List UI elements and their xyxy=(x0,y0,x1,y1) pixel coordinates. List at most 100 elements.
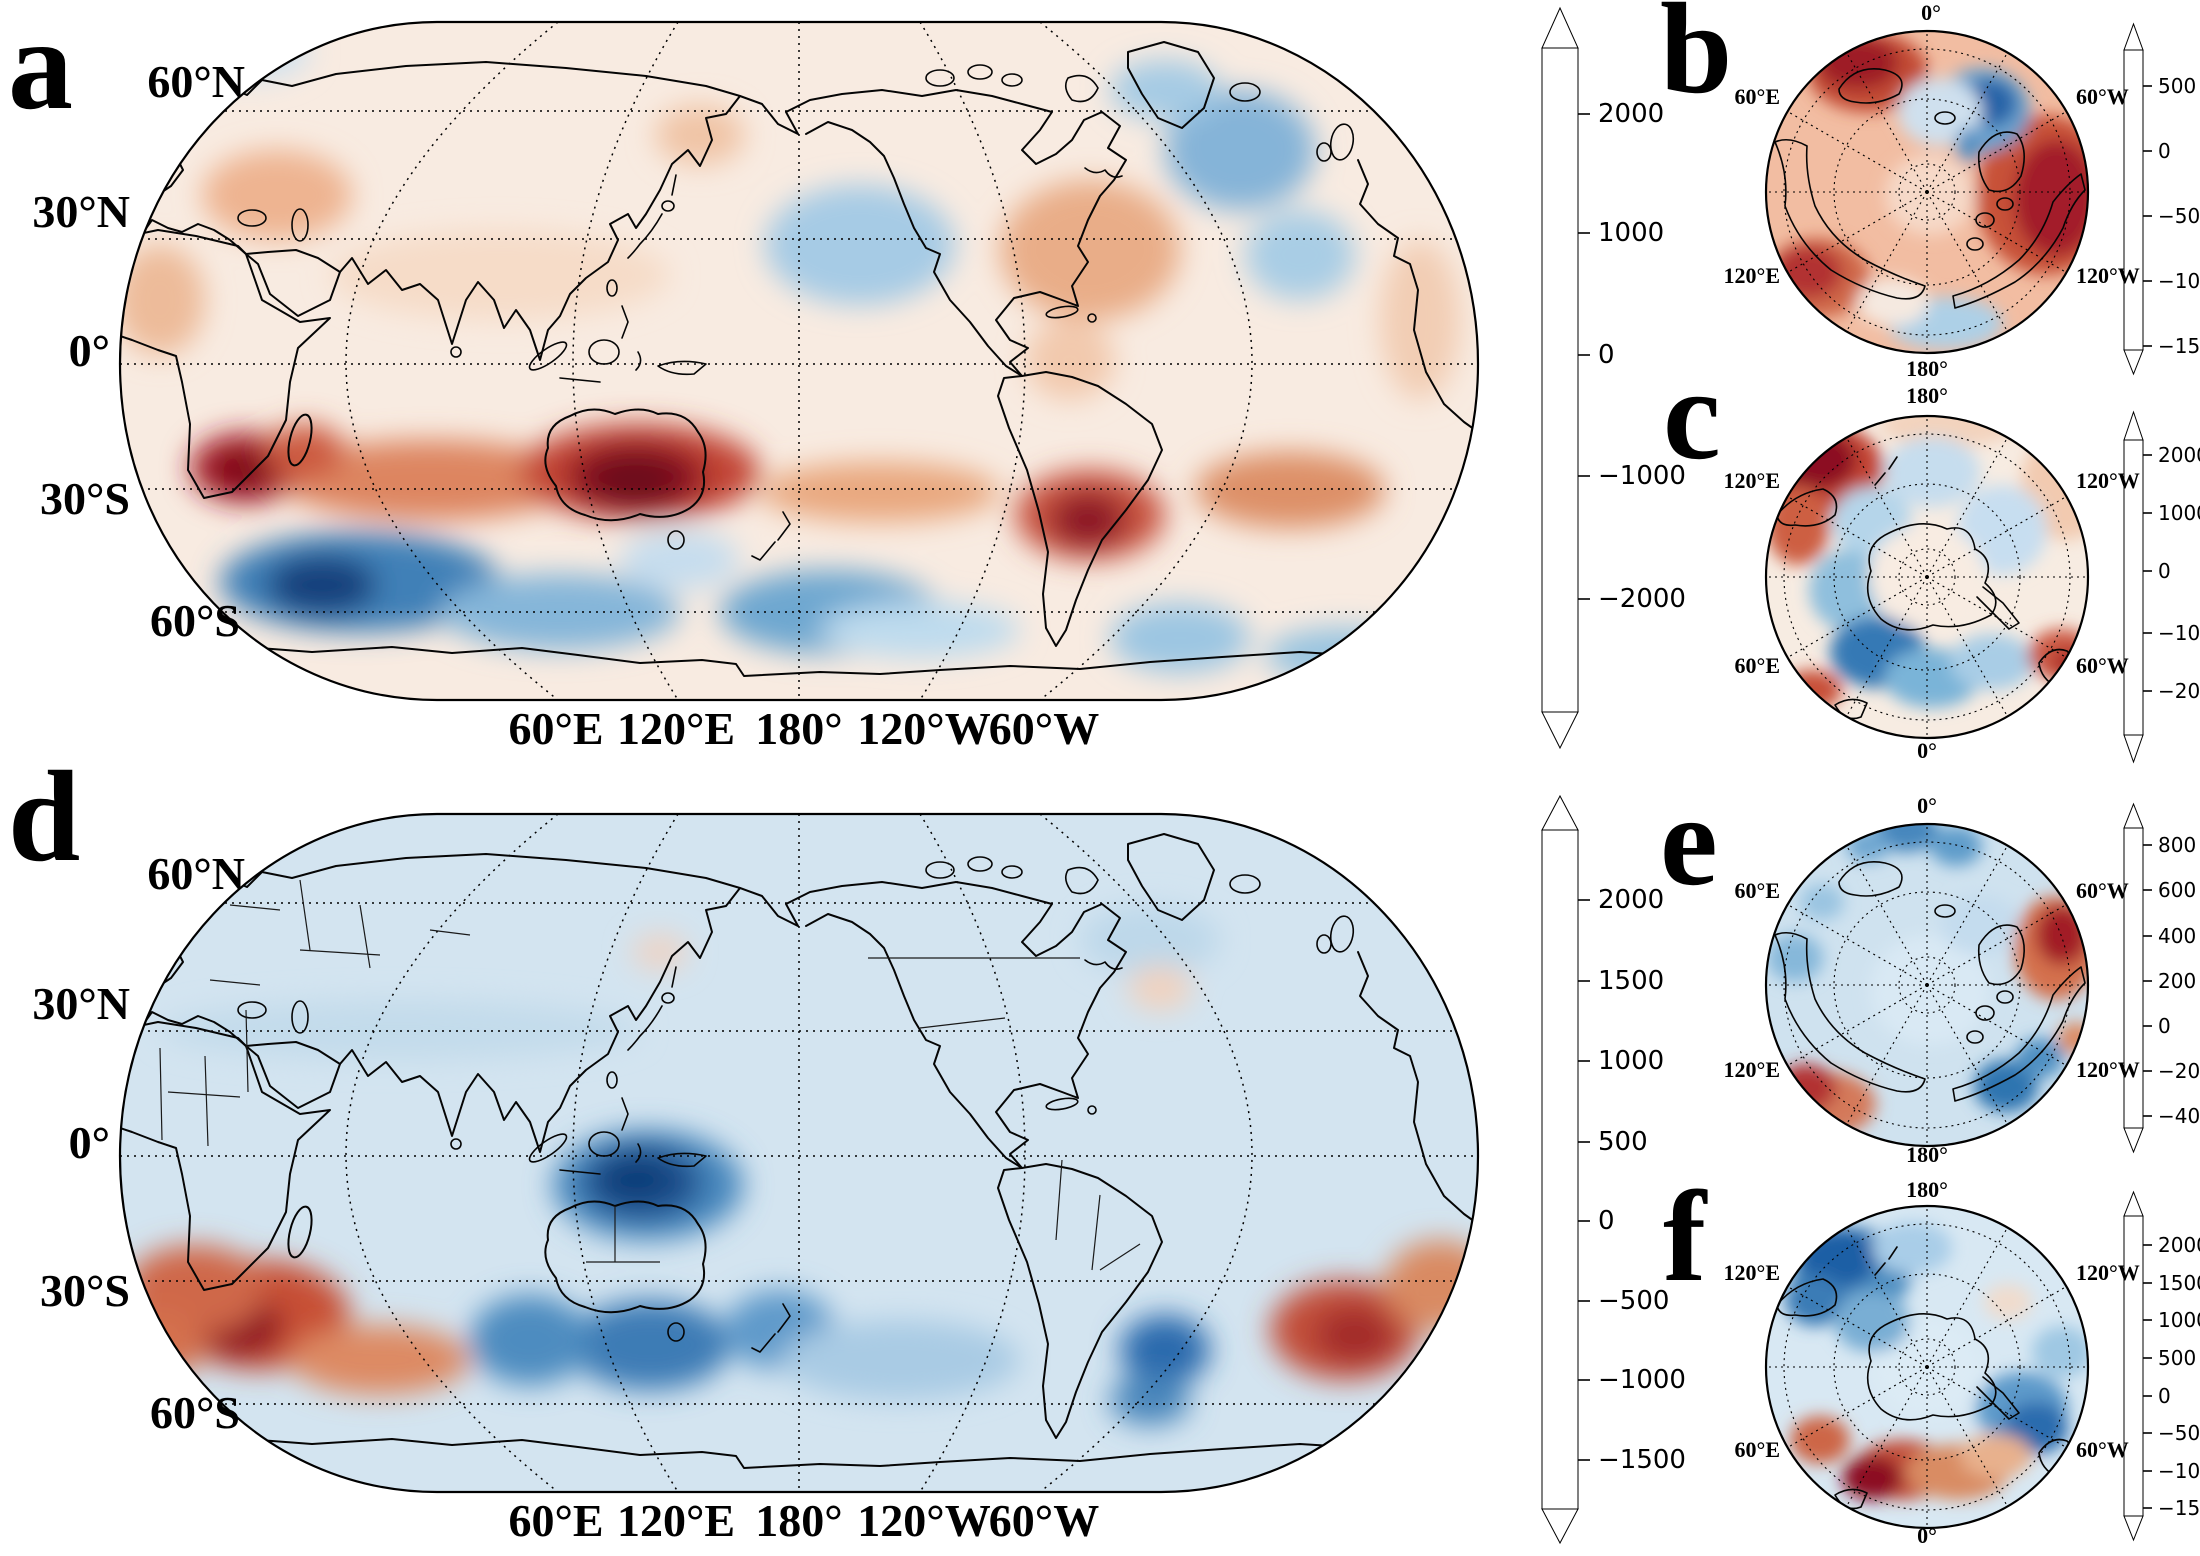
lon-label: 120°E xyxy=(617,1495,735,1546)
colorbar-tick-label: −1500 xyxy=(2158,1496,2200,1520)
colorbar-arrow-up xyxy=(2123,22,2144,51)
panel-e: e 0° 60°E 60°W 120°E 120°W 180° 800 600 … xyxy=(1660,769,2200,1167)
colorbar-tick-label: −1000 xyxy=(2158,269,2200,293)
colorbar-tick-label: 500 xyxy=(1598,1127,1648,1157)
lon-label: 180° xyxy=(1906,1177,1948,1202)
lon-label: 180° xyxy=(1906,356,1948,381)
lat-label: 0° xyxy=(69,1117,110,1168)
map-outline xyxy=(1764,414,2090,740)
colorbar-c: 2000 1000 0 −1000 −2000 xyxy=(2123,410,2200,764)
lon-label: 60°E xyxy=(508,1495,603,1546)
panel-label-e: e xyxy=(1660,769,1718,913)
colorbar-tick-label: 1500 xyxy=(1598,966,1664,996)
lon-label: 60°E xyxy=(1735,878,1780,903)
colorbar-tick-label: −400 xyxy=(2158,1104,2200,1128)
colorbar-tick-label: 500 xyxy=(2158,74,2196,98)
lon-label: 120°W xyxy=(857,703,990,754)
panel-c: c 180° 120°E 120°W 60°E 60°W 0° 2000 100… xyxy=(1663,343,2200,764)
longitude-labels: 60°E 120°E 180° 120°W 60°W xyxy=(508,703,1099,754)
lon-label: 120°W xyxy=(2076,1260,2140,1285)
lon-label: 120°E xyxy=(1724,1260,1780,1285)
lat-label: 0° xyxy=(69,325,110,376)
colorbar-tick-label: −1000 xyxy=(2158,1459,2200,1483)
panel-label-c: c xyxy=(1663,343,1721,487)
colorbar-arrow-up xyxy=(2123,802,2144,829)
colorbar-b: 500 0 −500 −1000 −1500 xyxy=(2123,22,2200,376)
colorbar-tick-label: −1000 xyxy=(2158,621,2200,645)
colorbar-e: 800 600 400 200 0 −200 −400 xyxy=(2123,802,2200,1154)
colorbar-gradient xyxy=(1541,47,1579,713)
latitude-labels: 60°N 30°N 0° 30°S 60°S xyxy=(32,848,245,1438)
colorbar-tick-label: 1000 xyxy=(2158,1308,2200,1332)
latitude-labels: 60°N 30°N 0° 30°S 60°S xyxy=(32,56,245,646)
lon-label: 0° xyxy=(1917,1523,1937,1548)
lon-label: 180° xyxy=(755,1495,842,1546)
lon-label: 120°W xyxy=(2076,1057,2140,1082)
panel-f: f 180° 120°E 120°W 60°E 60°W 0° 2000 150… xyxy=(1663,1165,2200,1548)
colorbar-tick-label: 2000 xyxy=(2158,1233,2200,1257)
colorbar-tick-label: 400 xyxy=(2158,924,2196,948)
lon-label: 60°W xyxy=(989,1495,1099,1546)
map-outline xyxy=(1764,1204,2090,1530)
colorbar-ticks xyxy=(2143,1244,2152,1509)
colorbar-tick-label: 1000 xyxy=(1598,218,1664,248)
panel-label-b: b xyxy=(1660,0,1732,121)
lon-label: 120°W xyxy=(2076,263,2140,288)
colorbar-tick-label: −1000 xyxy=(1598,1365,1686,1395)
panel-d: d 60°N 30°N 0° 30°S 60°S 60°E 120°E 180°… xyxy=(8,745,1686,1546)
colorbar-arrow-up xyxy=(1541,794,1579,831)
colorbar-ticks xyxy=(2143,844,2152,1117)
colorbar-tick-label: 800 xyxy=(2158,833,2196,857)
colorbar-tick-label: 0 xyxy=(1598,340,1615,370)
lon-label: 60°W xyxy=(2076,878,2129,903)
colorbar-tick-label: −1500 xyxy=(1598,1445,1686,1475)
colorbar-arrow-down xyxy=(2123,734,2144,764)
colorbar-tick-label: 0 xyxy=(2158,1014,2171,1038)
lon-label: 60°W xyxy=(989,703,1099,754)
anomaly-field xyxy=(120,24,1460,683)
polar-labels: 0° 60°E 60°W 120°E 120°W 180° xyxy=(1724,793,2140,1167)
colorbar-tick-label: 1000 xyxy=(1598,1046,1664,1076)
panel-a: a 60°N 30°N 0° 30°S 60°S 60°E 120°E 180°… xyxy=(8,0,1686,754)
lon-label: 60°E xyxy=(1735,84,1780,109)
colorbar-tick-label: −500 xyxy=(2158,204,2200,228)
colorbar-arrow-down xyxy=(2123,1127,2144,1154)
colorbar-gradient xyxy=(1541,829,1579,1510)
colorbar-arrow-up xyxy=(2123,1190,2144,1217)
lon-label: 120°E xyxy=(1724,468,1780,493)
anomaly-field xyxy=(1785,1222,2088,1500)
lon-label: 180° xyxy=(1906,383,1948,408)
colorbar-d: 2000 1500 1000 500 0 −500 −1000 −1500 xyxy=(1541,794,1686,1545)
lat-label: 60°S xyxy=(150,1387,240,1438)
lon-label: 60°E xyxy=(1735,653,1780,678)
map-outline xyxy=(1764,29,2090,355)
lon-label: 60°E xyxy=(508,703,603,754)
colorbar-tick-label: 1000 xyxy=(2158,501,2200,525)
panel-label-d: d xyxy=(8,745,80,889)
colorbar-arrow-up xyxy=(2123,410,2144,441)
polar-labels: 0° 60°E 60°W 120°E 120°W 180° xyxy=(1724,0,2140,381)
lon-label: 0° xyxy=(1917,793,1937,818)
lon-label: 120°E xyxy=(1724,263,1780,288)
colorbar-tick-label: −1000 xyxy=(1598,461,1686,491)
colorbar-gradient xyxy=(2123,827,2144,1129)
colorbar-tick-label: 0 xyxy=(2158,139,2171,163)
colorbar-ticks xyxy=(1578,899,1590,1461)
colorbar-arrow-down xyxy=(1541,711,1579,750)
colorbar-tick-label: 600 xyxy=(2158,878,2196,902)
colorbar-arrow-down xyxy=(2123,1515,2144,1542)
lon-label: 180° xyxy=(1906,1142,1948,1167)
map-background xyxy=(120,814,1478,1492)
lon-label: 0° xyxy=(1921,0,1941,25)
map-outline xyxy=(1764,822,2090,1148)
longitude-labels: 60°E 120°E 180° 120°W 60°W xyxy=(508,1495,1099,1546)
colorbar-tick-label: 2000 xyxy=(1598,885,1664,915)
polar-labels: 180° 120°E 120°W 60°E 60°W 0° xyxy=(1724,1177,2140,1548)
colorbar-tick-label: 0 xyxy=(1598,1206,1615,1236)
colorbar-arrow-up xyxy=(1541,6,1579,49)
colorbar-ticks xyxy=(1578,113,1590,600)
colorbar-arrow-down xyxy=(2123,349,2144,376)
colorbar-tick-label: 200 xyxy=(2158,969,2196,993)
